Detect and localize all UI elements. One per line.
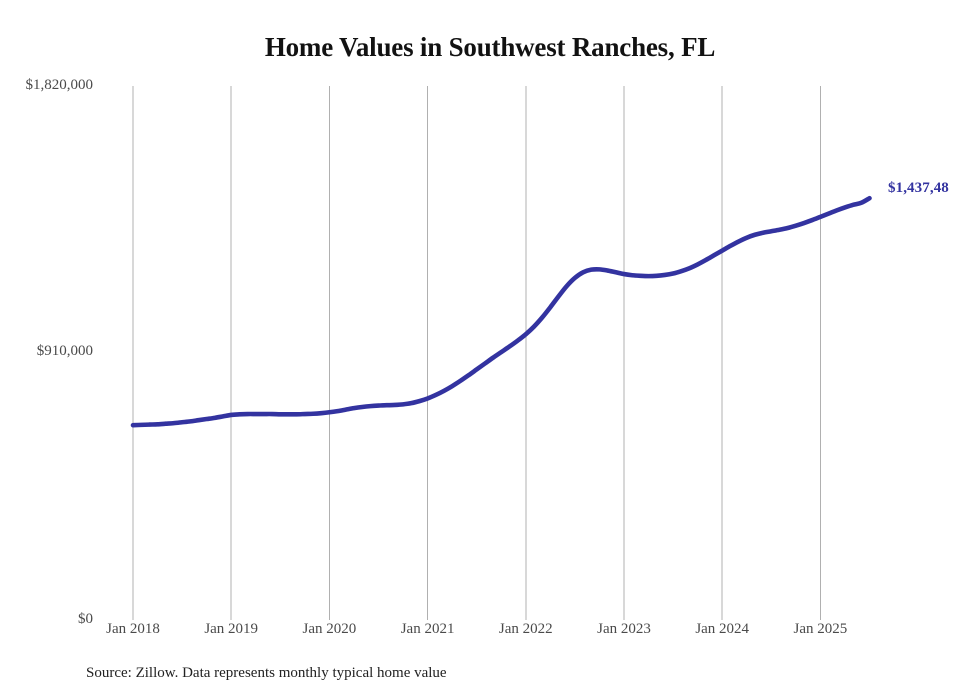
y-axis-tick-top: $1,820,000 bbox=[25, 77, 94, 93]
gridlines-group bbox=[132, 86, 821, 620]
chart-title: Home Values in Southwest Ranches, FL bbox=[264, 32, 716, 62]
y-axis-tick-middle: $910,000 bbox=[36, 343, 93, 359]
series-line-typical-home-value bbox=[130, 195, 872, 428]
x-axis-tick-jan-2021: Jan 2021 bbox=[400, 621, 455, 637]
x-axis-tick-jan-2024: Jan 2024 bbox=[695, 621, 750, 637]
x-axis-tick-jan-2022: Jan 2022 bbox=[498, 621, 553, 637]
source-note: Source: Zillow. Data represents monthly … bbox=[86, 665, 447, 681]
x-axis-tick-jan-2018: Jan 2018 bbox=[106, 621, 160, 637]
series-end-value-label: $1,437,48 bbox=[888, 180, 949, 196]
y-axis-tick-zero: $0 bbox=[78, 611, 93, 627]
x-axis-tick-jan-2020: Jan 2020 bbox=[302, 621, 357, 637]
x-axis-tick-jan-2025: Jan 2025 bbox=[793, 621, 848, 637]
x-axis-tick-jan-2019: Jan 2019 bbox=[204, 621, 259, 637]
x-axis-tick-jan-2023: Jan 2023 bbox=[597, 621, 651, 637]
